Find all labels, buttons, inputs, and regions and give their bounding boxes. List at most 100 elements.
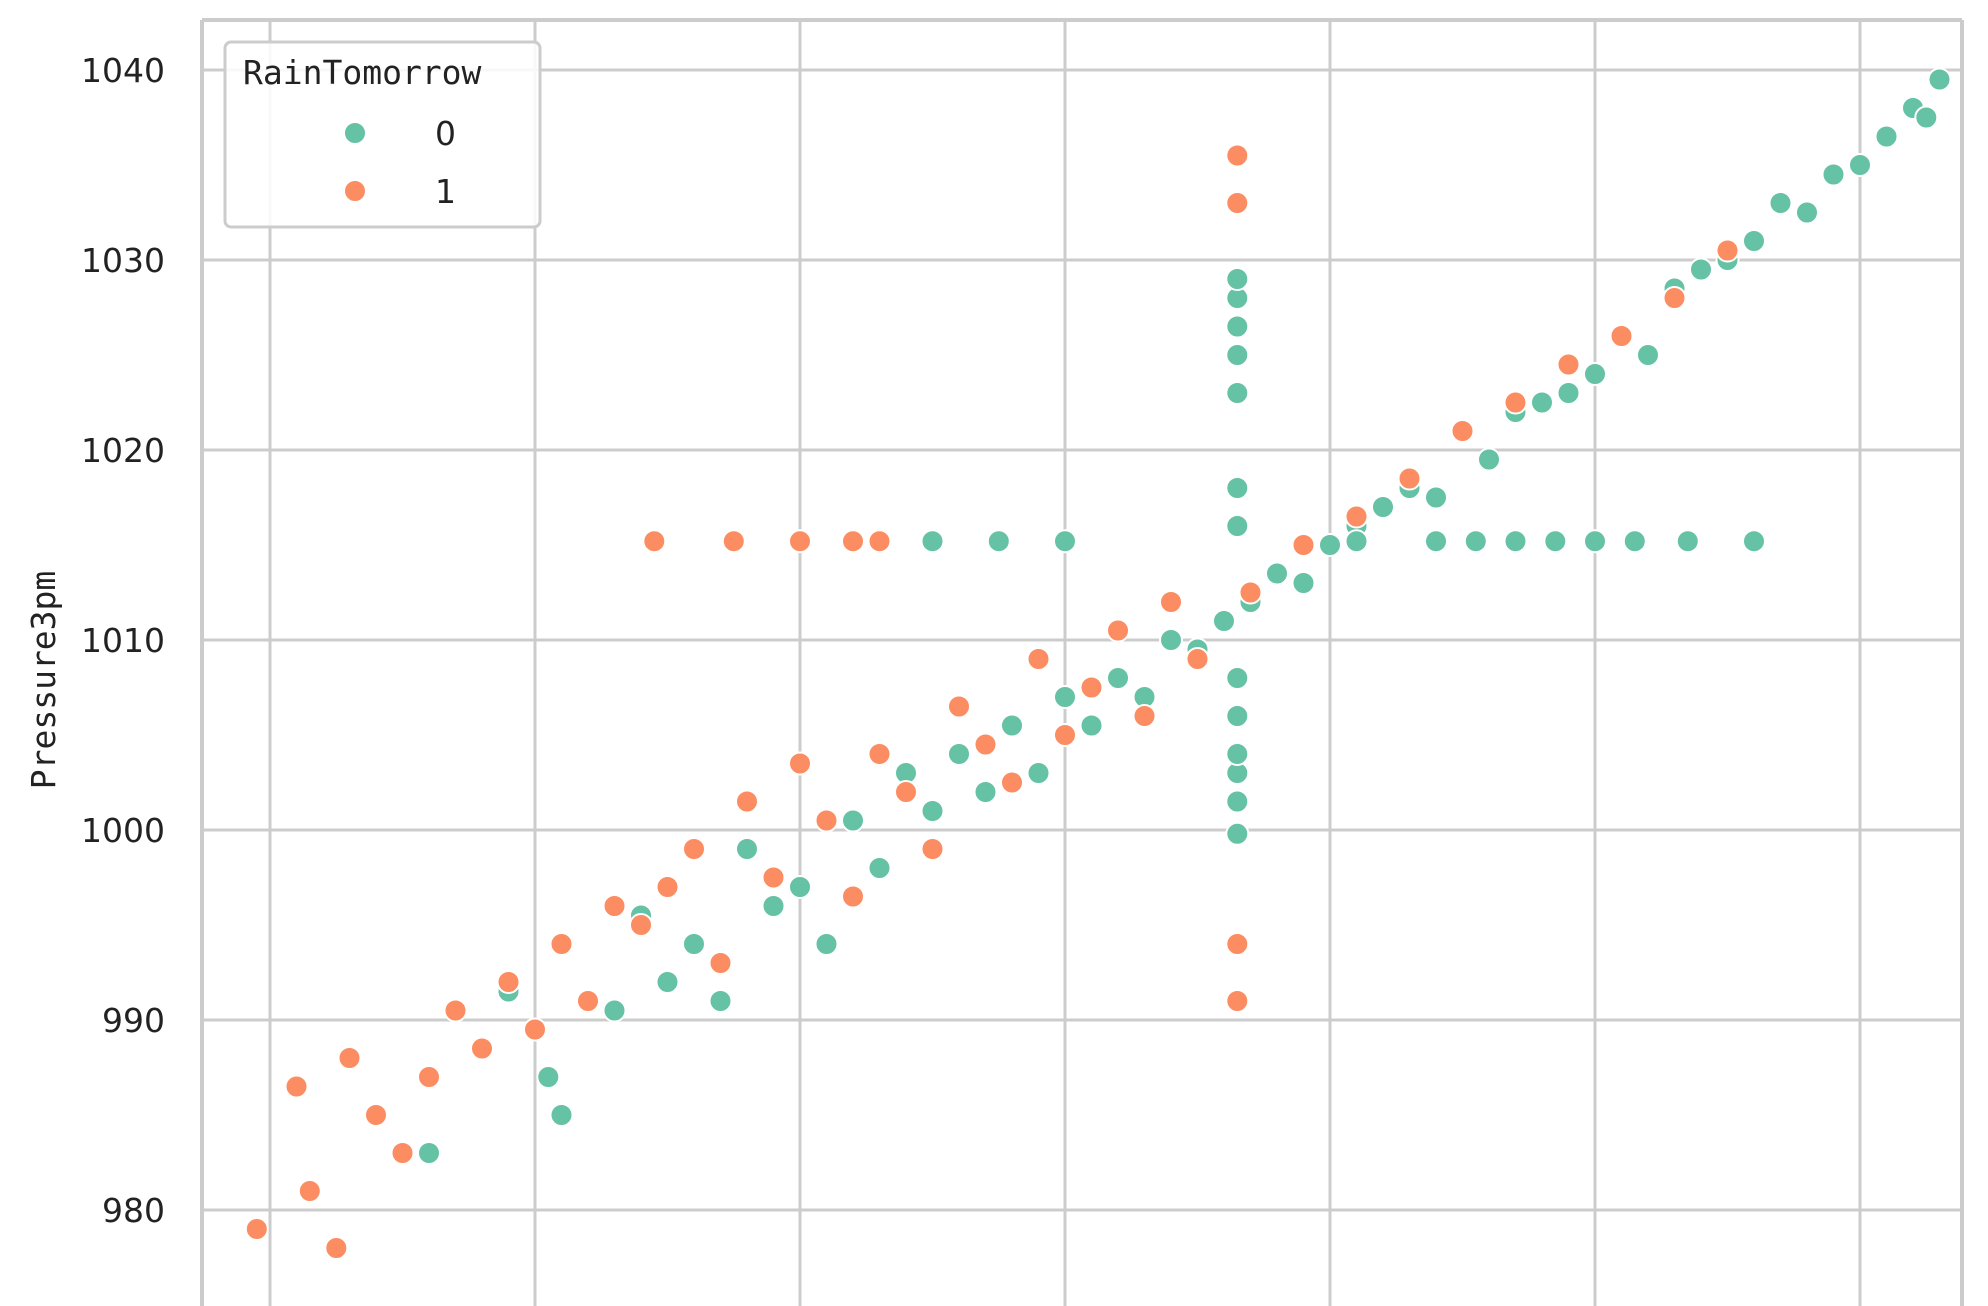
data-point-series-1 bbox=[973, 732, 998, 757]
y-tick-label: 1040 bbox=[81, 51, 165, 90]
data-point-series-0 bbox=[920, 529, 945, 554]
data-point-series-1 bbox=[1000, 770, 1024, 795]
data-point-series-0 bbox=[920, 799, 945, 823]
data-point-series-0 bbox=[1927, 67, 1952, 92]
data-point-series-1 bbox=[1397, 466, 1422, 491]
legend-label-1: 1 bbox=[435, 172, 456, 211]
data-point-series-0 bbox=[1543, 529, 1568, 554]
data-point-series-1 bbox=[1079, 675, 1104, 700]
data-point-series-0 bbox=[1079, 713, 1104, 738]
y-tick-label: 1020 bbox=[81, 431, 165, 470]
data-point-series-0 bbox=[1424, 485, 1448, 510]
data-point-series-1 bbox=[735, 789, 759, 814]
data-point-series-1 bbox=[1609, 324, 1634, 348]
data-point-series-0 bbox=[867, 856, 892, 880]
data-point-series-1 bbox=[788, 751, 812, 776]
data-point-series-0 bbox=[1503, 529, 1528, 554]
data-point-series-0 bbox=[1225, 343, 1250, 367]
data-point-series-0 bbox=[1477, 447, 1501, 472]
data-point-series-1 bbox=[549, 932, 574, 956]
data-point-series-1 bbox=[1556, 352, 1581, 377]
legend-label-0: 0 bbox=[435, 114, 456, 153]
data-point-series-1 bbox=[788, 529, 812, 554]
data-point-series-1 bbox=[470, 1036, 494, 1061]
data-point-series-0 bbox=[1344, 529, 1369, 554]
data-point-series-1 bbox=[1132, 704, 1157, 728]
data-point-series-1 bbox=[1503, 390, 1528, 415]
data-point-series-1 bbox=[1225, 932, 1250, 956]
data-point-series-0 bbox=[1026, 761, 1051, 785]
data-point-series-1 bbox=[417, 1065, 441, 1089]
data-point-series-1 bbox=[1238, 580, 1263, 605]
data-point-series-1 bbox=[655, 875, 680, 899]
y-tick-labels: 980 990 1000 1010 1020 1030 1040 bbox=[81, 51, 165, 1230]
data-point-series-1 bbox=[1291, 533, 1316, 557]
data-point-series-0 bbox=[655, 970, 680, 994]
data-point-series-0 bbox=[1874, 124, 1899, 149]
points-layer bbox=[244, 67, 1952, 1260]
data-point-series-0 bbox=[1622, 529, 1647, 554]
data-point-series-1 bbox=[642, 529, 667, 554]
data-point-series-0 bbox=[1000, 713, 1024, 738]
axes-frame bbox=[200, 18, 1964, 1306]
data-point-series-1 bbox=[682, 837, 706, 861]
legend-marker-0 bbox=[343, 121, 367, 145]
data-point-series-0 bbox=[1225, 821, 1250, 846]
data-point-series-1 bbox=[1225, 989, 1250, 1013]
data-point-series-0 bbox=[682, 932, 706, 956]
data-point-series-0 bbox=[761, 894, 786, 918]
data-point-series-0 bbox=[947, 742, 971, 766]
data-point-series-1 bbox=[841, 529, 865, 554]
data-point-series-1 bbox=[947, 694, 971, 719]
data-point-series-1 bbox=[1185, 647, 1210, 671]
data-point-series-1 bbox=[721, 529, 746, 554]
data-point-series-0 bbox=[1556, 381, 1581, 405]
data-point-series-1 bbox=[1715, 238, 1740, 263]
data-point-series-0 bbox=[1689, 257, 1713, 282]
data-point-series-0 bbox=[1463, 529, 1488, 554]
data-point-series-0 bbox=[1636, 343, 1660, 367]
data-point-series-0 bbox=[1530, 390, 1554, 415]
data-point-series-0 bbox=[1675, 529, 1700, 554]
data-point-series-0 bbox=[549, 1103, 574, 1127]
data-point-series-0 bbox=[1265, 561, 1289, 586]
data-point-series-1 bbox=[1662, 286, 1687, 310]
data-point-series-0 bbox=[602, 998, 627, 1023]
data-point-series-1 bbox=[1053, 723, 1077, 747]
y-tick-label: 1030 bbox=[81, 241, 165, 280]
data-point-series-0 bbox=[1212, 609, 1236, 633]
data-point-series-1 bbox=[708, 951, 733, 975]
data-point-series-0 bbox=[417, 1141, 441, 1165]
data-point-series-1 bbox=[1026, 647, 1051, 671]
legend-entries: 01 bbox=[343, 114, 456, 211]
data-point-series-1 bbox=[1344, 504, 1369, 529]
y-tick-label: 990 bbox=[102, 1001, 165, 1040]
data-point-series-1 bbox=[443, 998, 468, 1023]
y-axis-label: Pressure3pm bbox=[24, 571, 63, 790]
data-point-series-0 bbox=[1795, 200, 1819, 225]
data-point-series-1 bbox=[867, 742, 892, 766]
data-point-series-1 bbox=[297, 1179, 322, 1203]
data-point-series-1 bbox=[284, 1074, 309, 1099]
data-point-series-0 bbox=[1225, 314, 1250, 339]
data-point-series-0 bbox=[1291, 571, 1316, 595]
data-point-series-1 bbox=[629, 913, 653, 937]
data-point-series-1 bbox=[602, 894, 627, 918]
data-point-series-1 bbox=[1106, 618, 1130, 643]
data-point-series-0 bbox=[735, 837, 759, 861]
data-point-series-0 bbox=[1106, 666, 1130, 690]
data-point-series-1 bbox=[337, 1046, 362, 1070]
y-tick-label: 1010 bbox=[81, 621, 165, 660]
data-point-series-1 bbox=[390, 1141, 415, 1165]
y-tick-label: 1000 bbox=[81, 811, 165, 850]
y-tick-label: 980 bbox=[102, 1191, 165, 1230]
data-point-series-0 bbox=[1053, 685, 1077, 709]
grid-layer bbox=[202, 20, 1962, 1306]
data-point-series-1 bbox=[867, 529, 892, 554]
data-point-series-0 bbox=[788, 875, 812, 899]
data-point-series-0 bbox=[1848, 153, 1872, 177]
data-point-series-1 bbox=[576, 989, 600, 1013]
data-point-series-0 bbox=[1053, 529, 1077, 554]
data-point-series-1 bbox=[244, 1217, 269, 1241]
